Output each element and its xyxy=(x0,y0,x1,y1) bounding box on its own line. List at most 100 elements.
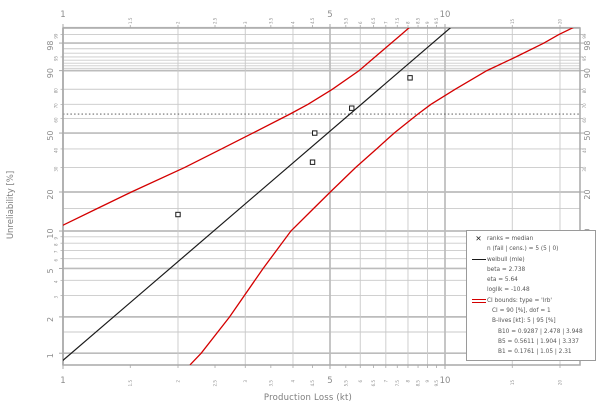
tick-label: 2.5 xyxy=(213,17,218,24)
legend-row: CI = 90 [%], dof = 1 xyxy=(470,306,593,316)
tick-label: 1 xyxy=(60,10,65,20)
tick-label: 10 xyxy=(440,376,451,386)
tick-label: 95 xyxy=(582,55,587,61)
tick-label: 1 xyxy=(60,376,65,386)
legend-text: ranks = median xyxy=(487,236,534,242)
y-axis-title: Unreliability [%] xyxy=(6,170,16,240)
tick-label: 4.5 xyxy=(310,380,315,387)
legend-text: loglik = -10.48 xyxy=(487,287,530,294)
tick-label: 8 xyxy=(405,21,410,24)
tick-label: 7.5 xyxy=(395,17,400,24)
tick-label: 1 xyxy=(46,353,55,358)
plot-border xyxy=(62,27,581,366)
tick-label: 4 xyxy=(54,280,59,283)
legend-text: eta = 5.64 xyxy=(487,277,518,284)
tick-label: 1.5 xyxy=(128,17,133,24)
fit-line-marker-icon xyxy=(471,259,486,261)
legend-row: beta = 2.738 xyxy=(470,265,593,275)
ci-bounds-marker-icon xyxy=(471,299,486,303)
tick-label: 5 xyxy=(46,268,55,273)
tick-label: 4.5 xyxy=(310,17,315,24)
tick-label: 90 xyxy=(583,68,592,78)
tick-label: 20 xyxy=(583,189,592,199)
tick-label: 70 xyxy=(582,103,587,109)
tick-label: 1.5 xyxy=(128,380,133,387)
tick-label: 6 xyxy=(54,258,59,261)
data-point-marker xyxy=(407,75,413,81)
tick-label: 40 xyxy=(54,147,59,153)
tick-label: 3.5 xyxy=(268,380,273,387)
tick-label: 50 xyxy=(46,130,55,140)
tick-label: 3 xyxy=(243,380,248,383)
tick-label: 8.5 xyxy=(416,17,421,24)
legend-row: weibull (mle) xyxy=(470,255,593,265)
x-axis-title: Production Loss (kt) xyxy=(263,393,353,403)
legend-row: n (fail | cens.) = 5 (5 | 0) xyxy=(470,244,593,254)
tick-label: 3.5 xyxy=(268,17,273,24)
tick-label: 5 xyxy=(327,10,332,20)
legend-row: B-lives [kt]: 5 | 95 [%] xyxy=(470,316,593,326)
x-marker-icon: ✕ xyxy=(475,234,482,244)
tick-label: 9 xyxy=(54,237,59,240)
tick-label: 20 xyxy=(46,189,55,199)
tick-label: 80 xyxy=(582,88,587,94)
data-point-marker xyxy=(175,211,181,218)
tick-label: 10 xyxy=(46,228,55,238)
tick-label: 7 xyxy=(54,250,59,253)
tick-label: 6.5 xyxy=(371,380,376,387)
tick-label: 99 xyxy=(54,33,59,39)
tick-label: 90 xyxy=(46,68,55,78)
tick-label: 80 xyxy=(54,88,59,94)
tick-label: 70 xyxy=(54,103,59,109)
legend-row: CI bounds: type = 'lrb' xyxy=(470,296,593,306)
weibull-mle-fit xyxy=(63,28,452,362)
tick-label: 2 xyxy=(175,380,180,383)
data-point-marker xyxy=(312,130,318,136)
tick-label: 95 xyxy=(54,55,59,61)
tick-label: 5 xyxy=(327,376,332,386)
data-point-marker xyxy=(349,105,355,111)
data-point-marker xyxy=(309,159,316,165)
legend-text: CI = 90 [%], dof = 1 xyxy=(492,308,551,315)
legend-row: eta = 5.64 xyxy=(470,275,593,285)
legend-box: ✕ ranks = median n (fail | cens.) = 5 (5… xyxy=(466,230,596,361)
tick-label: 5.5 xyxy=(343,17,348,24)
legend-row: B5 = 0.5611 | 1.904 | 3.337 xyxy=(470,337,593,347)
tick-label: 2 xyxy=(46,317,55,322)
ci-bound-upper-t xyxy=(189,28,574,365)
legend-row: B1 = 0.1761 | 1.05 | 2.31 xyxy=(470,347,593,357)
tick-label: 60 xyxy=(54,117,59,123)
tick-label: 9 xyxy=(425,21,430,24)
legend-text: B10 = 0.9287 | 2.478 | 3.948 xyxy=(498,328,583,335)
tick-label: 7 xyxy=(383,21,388,24)
tick-label: 8 xyxy=(405,380,410,383)
tick-label: 6 xyxy=(358,380,363,383)
legend-row: B10 = 0.9287 | 2.478 | 3.948 xyxy=(470,327,593,337)
tick-label: 9 xyxy=(425,380,430,383)
tick-label: 30 xyxy=(54,166,59,172)
tick-label: 98 xyxy=(583,40,592,50)
legend-text: B-lives [kt]: 5 | 95 [%] xyxy=(492,318,556,325)
tick-label: 2 xyxy=(175,21,180,24)
tick-label: 4 xyxy=(290,380,295,383)
tick-label: 8 xyxy=(54,243,59,246)
tick-label: 15 xyxy=(510,380,515,386)
tick-label: 4 xyxy=(290,21,295,24)
tick-label: 7.5 xyxy=(395,380,400,387)
tick-label: 7 xyxy=(383,380,388,383)
tick-label: 40 xyxy=(582,147,587,153)
tick-label: 5.5 xyxy=(343,380,348,387)
series-layer xyxy=(63,28,574,365)
tick-label: 3 xyxy=(54,295,59,298)
legend-text: weibull (mle) xyxy=(487,256,525,263)
tick-label: 10 xyxy=(440,10,451,20)
legend-text: B5 = 0.5611 | 1.904 | 3.337 xyxy=(498,338,579,345)
axes xyxy=(59,24,584,369)
tick-label: 8.5 xyxy=(416,380,421,387)
tick-label: 30 xyxy=(582,166,587,172)
tick-label: 99 xyxy=(582,33,587,39)
tick-label: 20 xyxy=(557,18,562,24)
ci-bound-lower-t xyxy=(63,28,410,226)
legend-row: ✕ ranks = median xyxy=(470,234,593,244)
tick-label: 9.5 xyxy=(434,380,439,387)
